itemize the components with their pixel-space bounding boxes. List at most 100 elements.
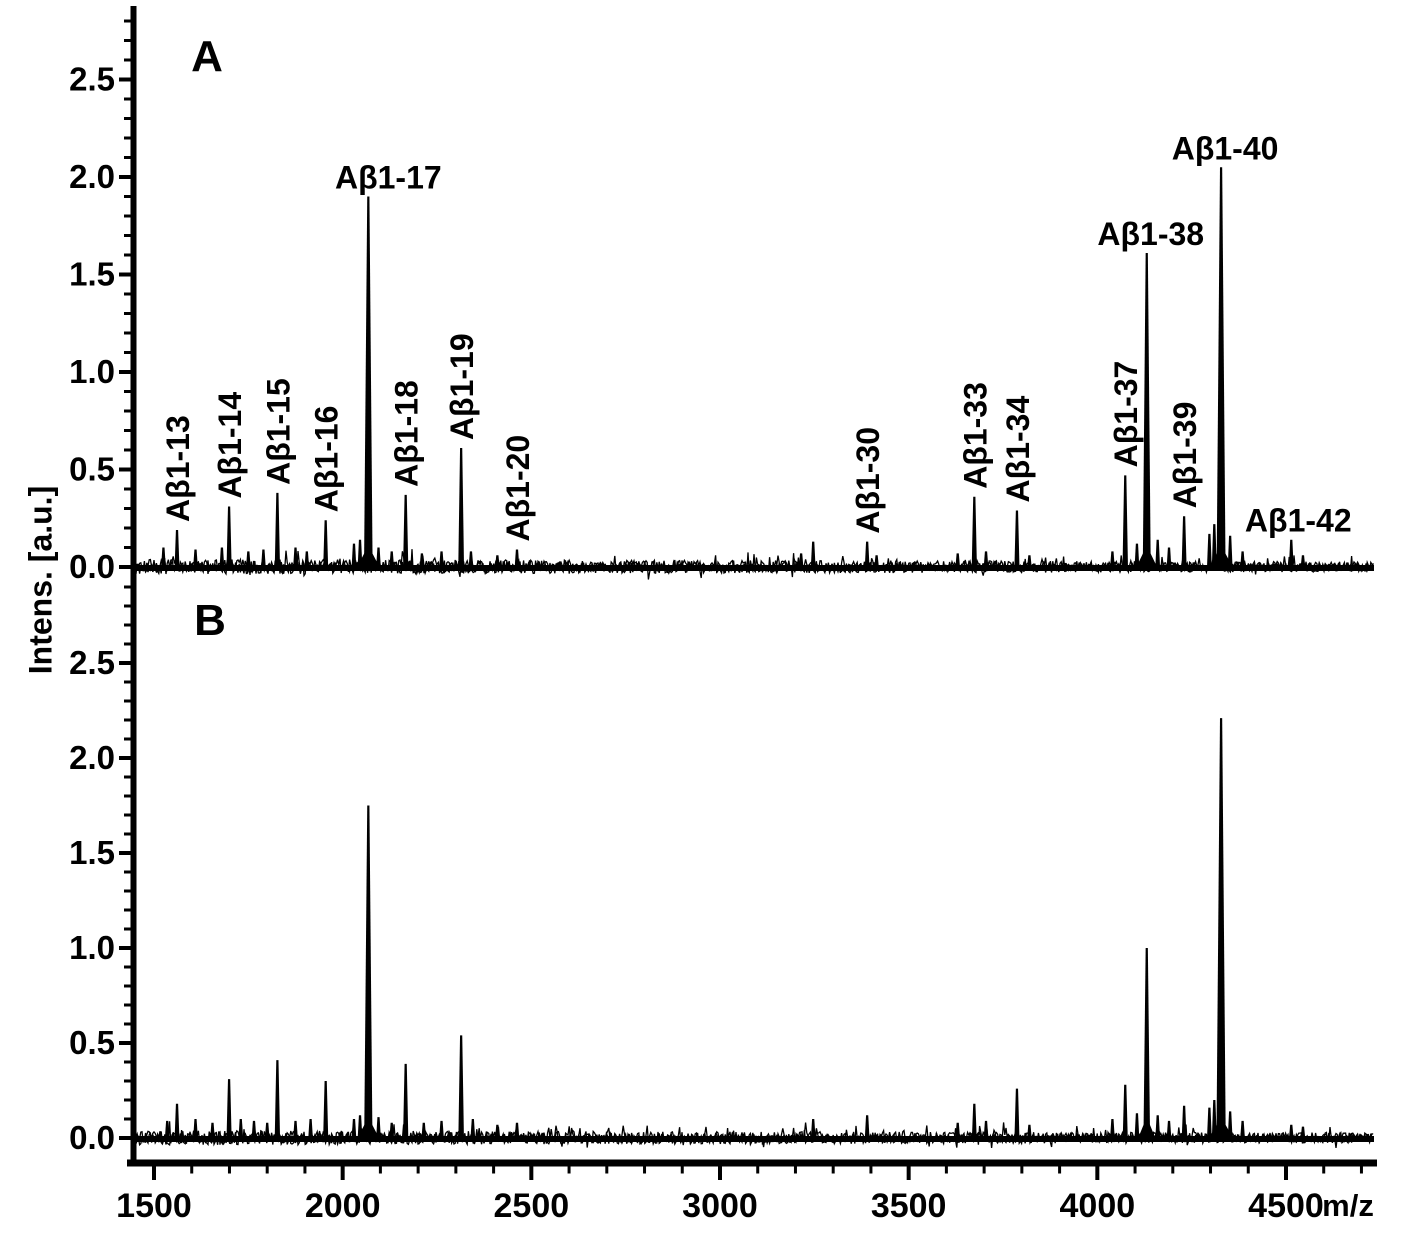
minor-peak [419, 553, 425, 567]
minor-peak [219, 547, 225, 567]
minor-peak [874, 555, 879, 567]
minor-peak [1227, 535, 1233, 567]
peak-Aβ1-15 [274, 492, 281, 567]
minor-peak [304, 551, 310, 567]
panel-A-trace: 0.0 0.5 1.0 1.5 2.0 2.5 Aβ1-13 Aβ1-14 Aβ1-15 Aβ1-… [69, 19, 1374, 585]
minor-peak [357, 539, 363, 567]
peak [323, 1081, 329, 1138]
peak-Aβ1-16 [323, 520, 329, 567]
y-tick-label: 2.5 [69, 644, 115, 681]
peak-label: Aβ1-16 [309, 406, 345, 513]
y-tick-label: 0.0 [69, 1119, 115, 1156]
minor-peak [1207, 1107, 1212, 1138]
minor-peak [193, 1119, 198, 1138]
minor-peak [983, 551, 989, 567]
minor-peak [439, 551, 444, 567]
y-tick-label: 0.5 [69, 451, 115, 488]
peak-label: Aβ1-39 [1167, 402, 1203, 509]
minor-peak [955, 1122, 961, 1138]
peak-label: Aβ1-15 [260, 378, 296, 485]
peak-label: Aβ1-14 [212, 392, 248, 499]
peak-label: Aβ1-40 [1172, 130, 1279, 166]
peak-Aβ1-39 [1181, 516, 1187, 567]
y-tick-label: 2.0 [69, 158, 115, 195]
peak-Aβ1-42 [1288, 539, 1294, 567]
peak-Aβ1-13 [174, 529, 180, 567]
minor-peak [261, 549, 266, 567]
panel-b-label: B [194, 596, 226, 645]
minor-peak [1134, 1113, 1140, 1138]
peak-label: Aβ1-19 [444, 333, 480, 440]
minor-peak [351, 1119, 357, 1138]
peak-Aβ1-14 [226, 506, 232, 567]
y-tick-label: 0.5 [69, 1024, 115, 1061]
minor-peak [351, 543, 357, 567]
minor-peak [293, 1120, 298, 1138]
x-tick-label: 4500 [1248, 1187, 1324, 1225]
peak [1143, 948, 1151, 1138]
minor-peak [376, 1117, 381, 1138]
peak [458, 1035, 464, 1138]
peak-Aβ1-19 [458, 448, 465, 567]
y-tick-label: 1.5 [69, 834, 115, 871]
peak [1014, 1088, 1020, 1138]
peak-label: Aβ1-20 [500, 435, 536, 542]
x-axis-unit-label: m/z [1322, 1188, 1374, 1223]
peak [226, 1079, 232, 1138]
minor-peak [495, 1124, 500, 1138]
peak-label: Aβ1-17 [335, 160, 442, 196]
peak-label: Aβ1-42 [1245, 503, 1352, 539]
minor-peak [389, 1122, 395, 1138]
minor-peak [1211, 524, 1217, 567]
minor-peak [1240, 1120, 1245, 1138]
minor-peak [798, 553, 804, 567]
peak-label: Aβ1-34 [1000, 396, 1036, 503]
minor-peak [1134, 543, 1140, 567]
minor-peak [1155, 539, 1161, 567]
peak-Aβ1-38 [1142, 253, 1151, 568]
y-tick-label: 1.0 [69, 929, 115, 966]
minor-peak [1207, 533, 1212, 567]
minor-peak [308, 1119, 313, 1138]
peak [364, 805, 373, 1138]
minor-peak [193, 549, 198, 567]
minor-peak [389, 551, 395, 567]
minor-peak [1166, 547, 1172, 567]
minor-peak [495, 555, 500, 567]
peak-label: Aβ1-37 [1108, 361, 1144, 468]
x-tick-label: 2000 [305, 1187, 381, 1225]
minor-peak [264, 1122, 270, 1138]
x-tick-label: 3000 [682, 1187, 758, 1225]
minor-peak [468, 551, 474, 567]
x-tick-label: 4000 [1060, 1187, 1136, 1225]
peak [971, 1103, 977, 1138]
x-tick-label: 1500 [116, 1187, 192, 1225]
peak-label: Aβ1-30 [850, 427, 886, 534]
peak [403, 1063, 409, 1138]
minor-peak [164, 1120, 170, 1138]
peak-Aβ1-37 [1122, 475, 1128, 567]
y-tick-label: 1.5 [69, 256, 115, 293]
peak [174, 1103, 180, 1138]
y-axis-label: Intens. [a.u.] [22, 485, 59, 675]
minor-peak [1155, 1115, 1161, 1138]
peak-Aβ1-34 [1014, 510, 1020, 567]
minor-peak [1027, 1124, 1032, 1138]
minor-peak [1300, 555, 1306, 567]
minor-peak [238, 1119, 244, 1138]
minor-peak [251, 1120, 257, 1138]
peak [514, 1122, 520, 1138]
minor-peak [161, 547, 166, 567]
minor-peak [357, 1115, 363, 1138]
minor-peak [1211, 1100, 1217, 1138]
peak-Aβ1-20 [514, 549, 520, 567]
x-tick-label: 2500 [494, 1187, 570, 1225]
y-tick-label: 1.0 [69, 353, 115, 390]
minor-peak [1240, 551, 1245, 567]
minor-peak [1110, 551, 1115, 567]
minor-peak [470, 1119, 476, 1138]
peak-label: Aβ1-13 [160, 415, 196, 522]
minor-peak [246, 551, 251, 567]
y-tick-label: 0.0 [69, 548, 115, 585]
peak [1288, 1124, 1294, 1138]
